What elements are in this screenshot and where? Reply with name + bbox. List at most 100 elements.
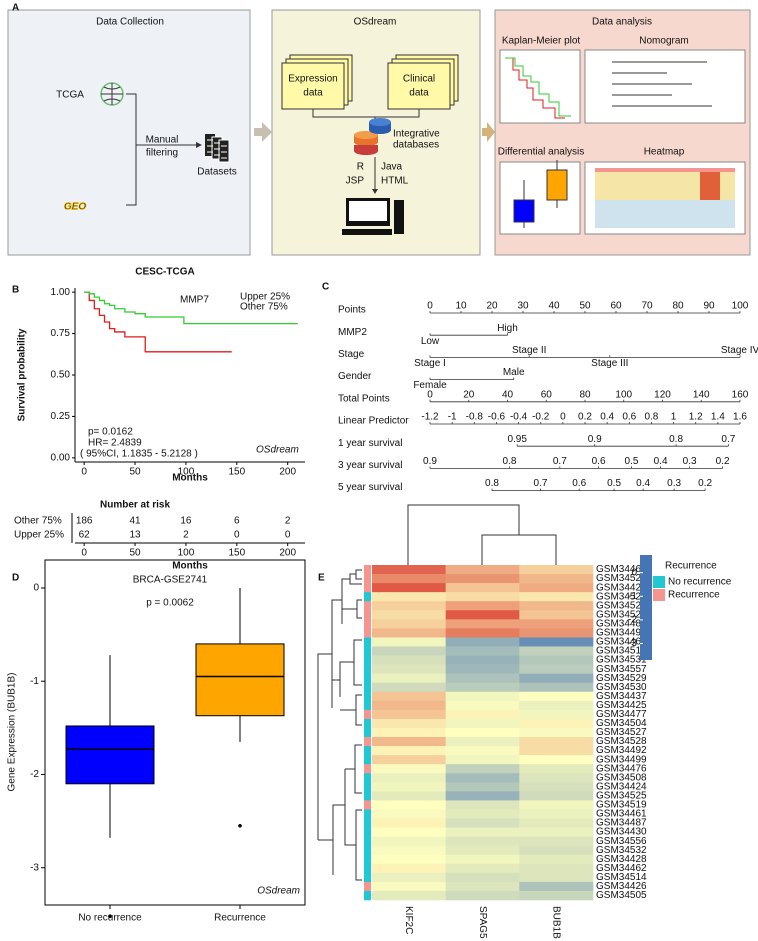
heatmap-cell (519, 863, 594, 874)
risk-count: 13 (129, 530, 141, 541)
table-title: Number at risk (100, 500, 170, 511)
colorbar-label: -2 (628, 615, 637, 626)
gene-label: MMP7 (180, 295, 209, 306)
heatmap-cell (372, 655, 446, 665)
annotation-cell (364, 881, 371, 892)
heatmap-cell (372, 592, 446, 602)
annotation-cell (364, 574, 371, 584)
x-tick-label: No recurrence (78, 913, 142, 924)
outlier (238, 823, 242, 828)
annotation: HR= 2.4839 (88, 438, 142, 449)
points-label: 90 (703, 301, 715, 312)
row-label: GSM34530 (596, 682, 647, 693)
row-label: GSM34492 (596, 745, 647, 756)
row-label: GSM34521 (596, 600, 647, 611)
linear-predictor-label: 1.6 (733, 412, 747, 423)
row-label: GSM34462 (596, 863, 647, 874)
row-label: GSM34532 (596, 845, 647, 856)
arrow-head (372, 189, 378, 194)
total-points-label: 100 (615, 389, 632, 400)
heatmap-cell (445, 746, 520, 756)
input-label: data (409, 88, 429, 99)
computer-icon (342, 198, 404, 235)
heatmap-cell (372, 583, 446, 593)
row-label: GSM34487 (596, 818, 647, 829)
annotation-cell (364, 773, 371, 783)
survival-label: 0.6 (592, 456, 606, 467)
annotation: ( 95%CI, 1.1835 - 5.2128 ) (80, 449, 198, 460)
risk-count: 0 (285, 530, 291, 541)
heatmap-cell (519, 737, 594, 747)
column-label: KIF2C (403, 906, 414, 934)
y-tick-label: -3 (30, 862, 39, 873)
row-label: GSM34557 (596, 664, 647, 675)
heatmap-cell (445, 854, 520, 865)
variable-label: Stage I (414, 358, 446, 369)
scale-name: Gender (338, 371, 372, 382)
heatmap-cell (445, 872, 520, 883)
annotation-cell (364, 854, 371, 865)
annotation-cell (364, 827, 371, 837)
heatmap-cell (519, 619, 594, 629)
total-points-label: 120 (654, 389, 671, 400)
variable-label: Stage IV (721, 345, 758, 356)
total-points-label: 140 (693, 389, 710, 400)
heatmap-cell (519, 664, 594, 674)
linear-predictor-label: -0.8 (466, 412, 484, 423)
row-label: GSM34424 (596, 781, 647, 792)
annotation-cell (364, 637, 371, 647)
heatmap-cell (372, 727, 446, 738)
survival-label: 0.6 (572, 478, 586, 489)
heatmap-cell (445, 737, 520, 747)
scale-name: Stage (338, 349, 365, 360)
heatmap-cell (445, 827, 520, 837)
linear-predictor-label: 1.2 (689, 412, 703, 423)
annotation-cell (364, 818, 371, 828)
input-label: Expression (288, 74, 337, 85)
technology-label: HTML (381, 176, 409, 187)
row-label: GSM34522 (596, 573, 647, 584)
input-label: Clinical (403, 74, 435, 85)
annotation-cell (364, 592, 371, 602)
nomogram-thumb (584, 49, 746, 124)
heatmap-cell (519, 791, 594, 801)
heatmap-cell (445, 655, 520, 665)
points-label: 60 (610, 301, 622, 312)
y-axis-label: Survival probability (17, 328, 28, 421)
y-tick-label: 0.25 (51, 411, 71, 422)
row-dendrogram (317, 569, 362, 881)
annotation-cell (364, 800, 371, 810)
box-title: Data Collection (96, 17, 164, 28)
survival-label: 0.3 (667, 478, 681, 489)
step-label: Manual (146, 135, 179, 146)
variable-label: Low (421, 336, 440, 347)
heatmap-cell (372, 565, 446, 575)
heatmap-cell (519, 718, 594, 729)
technology-label: JSP (346, 176, 365, 187)
heatmap-cell (372, 818, 446, 828)
heatmap-cell (519, 890, 594, 901)
heatmap-cell (445, 700, 520, 711)
scale-name: 5 year survival (338, 482, 402, 493)
points-label: 20 (486, 301, 498, 312)
module-label: Heatmap (644, 147, 685, 158)
panel-label: E (318, 573, 325, 584)
row-label: GSM34514 (596, 872, 647, 883)
km-thumb-line (505, 57, 571, 117)
heatmap-cell (519, 574, 594, 584)
heatmap-cell (445, 727, 520, 738)
annotation-cell (364, 836, 371, 846)
heatmap-cell (372, 637, 446, 647)
heatmap-cell (372, 628, 446, 638)
scale-name: Points (338, 305, 366, 316)
total-points-label: 20 (463, 389, 475, 400)
linear-predictor-label: 0.6 (622, 412, 636, 423)
points-label: 40 (548, 301, 560, 312)
database-label: Integrative (393, 129, 440, 140)
annotation-cell (364, 863, 371, 874)
heatmap-cell (519, 628, 594, 638)
points-label: 70 (641, 301, 653, 312)
y-tick-label: -1 (30, 676, 39, 687)
heatmap-cell (519, 881, 594, 892)
linear-predictor-label: 0.4 (600, 412, 614, 423)
